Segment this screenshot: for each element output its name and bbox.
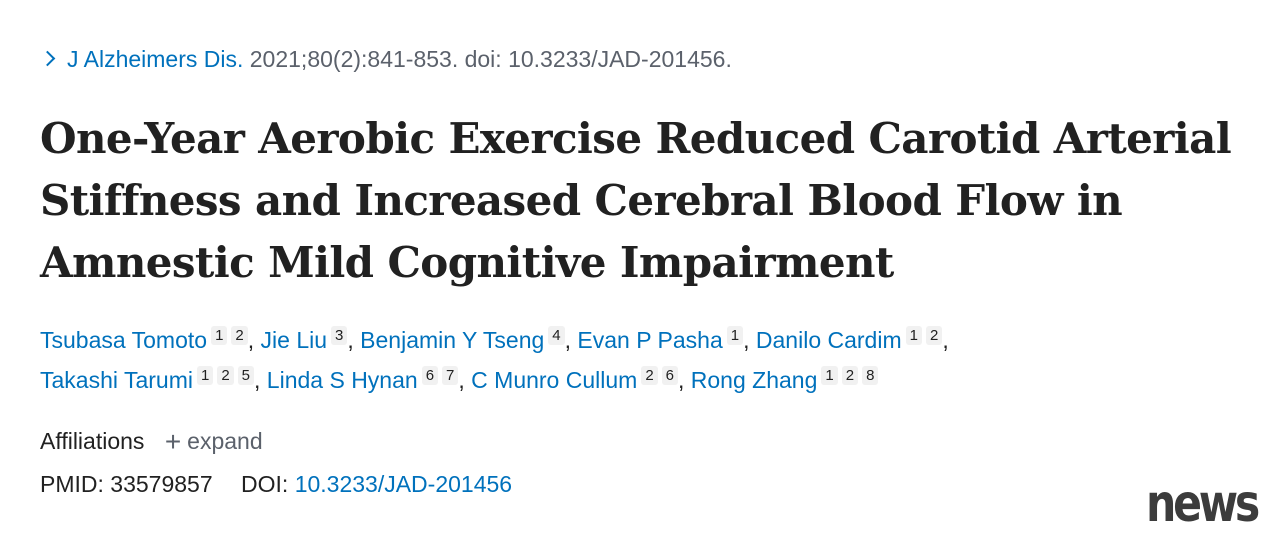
affiliation-ref[interactable]: 2 (217, 366, 234, 385)
affiliation-ref[interactable]: 2 (231, 326, 248, 345)
affiliation-ref[interactable]: 2 (925, 326, 943, 345)
affiliation-ref[interactable]: 3 (331, 326, 348, 345)
pmid-value: 33579857 (110, 471, 213, 497)
affiliation-ref[interactable]: 1 (211, 326, 228, 345)
affiliation-ref[interactable]: 1 (726, 326, 744, 345)
author-item: Linda S Hynan 6 7, (266, 366, 465, 393)
authors-list: Tsubasa Tomoto 1 2, Jie Liu 3, Benjamin Y T… (40, 320, 1260, 400)
author-link[interactable]: Rong Zhang (690, 367, 818, 393)
author-link[interactable]: Danilo Cardim (755, 327, 902, 353)
author-item: Danilo Cardim 1 2, (755, 326, 949, 353)
doi-label: DOI: (241, 471, 289, 497)
affiliation-ref[interactable]: 6 (421, 366, 439, 385)
author-link[interactable]: Tsubasa Tomoto (40, 327, 208, 353)
author-item: Jie Liu 3, (260, 326, 354, 353)
affiliation-ref[interactable]: 2 (641, 366, 658, 385)
affiliation-ref[interactable]: 4 (548, 326, 565, 345)
author-link[interactable]: Evan P Pasha (577, 327, 723, 353)
affiliation-ref[interactable]: 5 (237, 366, 255, 385)
pmid-label: PMID: (40, 471, 104, 497)
affiliation-ref[interactable]: 1 (821, 366, 838, 385)
expand-affiliations-button[interactable]: + expand (164, 426, 263, 457)
author-link[interactable]: Linda S Hynan (266, 367, 418, 393)
author-link[interactable]: Benjamin Y Tseng (360, 327, 545, 353)
expand-label: expand (187, 428, 263, 454)
article-title: One-Year Aerobic Exercise Reduced Caroti… (40, 114, 1232, 287)
news-watermark: news (1146, 474, 1260, 534)
author-item: Takashi Tarumi 1 2 5, (40, 366, 261, 393)
author-item: C Munro Cullum 2 6, (471, 366, 685, 393)
author-link[interactable]: C Munro Cullum (471, 367, 638, 393)
citation-details: 2021;80(2):841-853. doi: 10.3233/JAD-201… (249, 46, 732, 72)
author-item: Evan P Pasha 1, (577, 326, 750, 353)
author-item: Tsubasa Tomoto 1 2, (40, 326, 255, 353)
citation-line: J Alzheimers Dis. 2021;80(2):841-853. do… (39, 44, 732, 74)
doi-link[interactable]: 10.3233/JAD-201456 (294, 471, 513, 497)
affiliation-ref[interactable]: 1 (905, 326, 922, 345)
journal-link[interactable]: J Alzheimers Dis. (67, 46, 244, 72)
author-link[interactable]: Takashi Tarumi (40, 367, 193, 393)
affiliations-label: Affiliations (40, 428, 145, 454)
author-item: Rong Zhang 1 2 8 (690, 366, 879, 393)
author-item: Benjamin Y Tseng 4, (360, 326, 572, 353)
identifiers-row: PMID: 33579857 DOI: 10.3233/JAD-201456 (40, 469, 512, 499)
author-link[interactable]: Jie Liu (260, 327, 328, 353)
affiliation-ref[interactable]: 2 (841, 366, 859, 385)
affiliation-ref[interactable]: 6 (661, 366, 678, 385)
affiliation-ref[interactable]: 7 (442, 366, 459, 385)
affiliation-ref[interactable]: 8 (862, 366, 879, 385)
affiliation-ref[interactable]: 1 (196, 366, 214, 385)
plus-icon: + (164, 426, 182, 457)
affiliations-row: Affiliations + expand (40, 425, 263, 457)
chevron-right-icon[interactable] (39, 50, 56, 67)
